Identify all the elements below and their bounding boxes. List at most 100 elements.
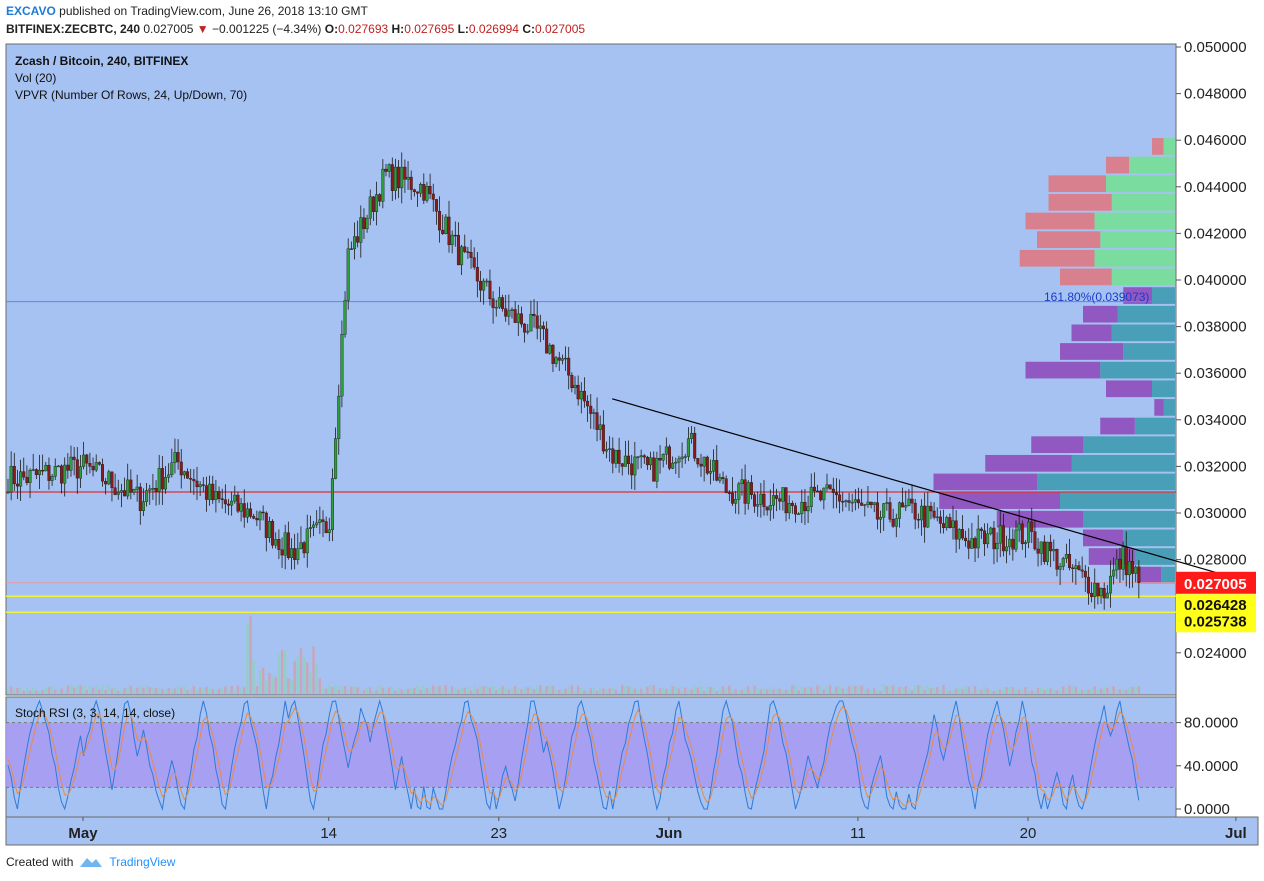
volume-bar (1109, 690, 1112, 694)
candle-body (1064, 554, 1068, 559)
candle-body (204, 485, 208, 500)
candle-body (400, 166, 404, 189)
candle-body (504, 308, 508, 317)
volume-bar (699, 685, 703, 694)
volume-bar (570, 685, 574, 694)
candle-body (330, 478, 334, 531)
volume-bar (762, 688, 766, 694)
vp-up-bar (1071, 454, 1175, 472)
candle-body (551, 344, 555, 364)
vp-down-bar (1048, 175, 1106, 193)
author-name[interactable]: EXCAVO (6, 4, 56, 18)
candle-body (586, 400, 590, 407)
volume-bar (378, 685, 381, 694)
candle-body (645, 456, 649, 466)
candle-body (926, 505, 930, 528)
volume-bar (608, 688, 611, 694)
candle-body (312, 524, 316, 528)
volume-bar (485, 686, 488, 694)
vp-up-bar (1161, 566, 1175, 584)
volume-bar (375, 690, 378, 694)
price-tick-label: 0.050000 (1184, 39, 1247, 56)
price-axis-ticks: 0.050000 0.048000 0.046000 0.044000 0.042000… (1176, 39, 1256, 818)
candle-body (894, 518, 898, 527)
candle-body (88, 463, 92, 467)
volume-bar (554, 689, 558, 694)
last-price-label: 0.027005 (1184, 576, 1247, 593)
vp-down-bar (1154, 399, 1164, 416)
candle-body (126, 479, 130, 497)
volume-bar (564, 688, 567, 694)
volume-bars (6, 615, 1141, 694)
candle-body (904, 505, 908, 508)
price-axis[interactable] (1176, 44, 1258, 817)
open-label: O: (324, 22, 339, 36)
candle-body (872, 502, 876, 506)
volume-bar (794, 685, 797, 694)
volume-bar (558, 689, 561, 694)
candle-body (822, 487, 826, 501)
candle-body (223, 499, 227, 505)
candle-body (403, 166, 407, 180)
tradingview-brand[interactable]: TradingView (109, 855, 176, 869)
volume-bar (951, 690, 955, 694)
candle-body (790, 503, 794, 506)
vp-up-bar (1111, 268, 1175, 286)
volume-bar (1002, 688, 1005, 694)
volume-bar (1017, 689, 1021, 694)
candle-body (182, 471, 186, 476)
price-pane[interactable] (5, 43, 1177, 696)
candle-body (346, 248, 350, 301)
candle-body (189, 478, 193, 480)
volume-bar (866, 688, 870, 694)
candle-body (327, 529, 331, 534)
candle-body (1039, 541, 1043, 554)
time-tick-label: Jun (656, 825, 683, 842)
volume-bar (221, 688, 224, 694)
volume-bar (312, 646, 315, 694)
volume-bar (747, 686, 750, 694)
volume-bar (1131, 687, 1134, 694)
volume-bar (104, 690, 107, 694)
candle-body (179, 461, 183, 476)
vp-up-bar (1152, 287, 1175, 304)
candle-body (305, 528, 309, 554)
volume-bar (161, 689, 164, 694)
vp-down-bar (1071, 324, 1112, 342)
volume-bar (110, 688, 114, 694)
volume-bar (583, 690, 586, 694)
volume-bar (318, 678, 322, 694)
candle-body (450, 234, 454, 246)
volume-bar (532, 689, 536, 694)
volume-bar (435, 687, 438, 694)
time-axis[interactable] (5, 816, 1259, 846)
volume-bar (88, 686, 92, 694)
volume-bar (224, 686, 227, 694)
volume-bar (387, 687, 391, 694)
volume-bar (816, 685, 819, 694)
candle-body (888, 502, 892, 520)
volume-bar (643, 690, 646, 694)
volume-bar (995, 689, 999, 694)
candle-body (1099, 588, 1103, 597)
vp-down-bar (1083, 305, 1118, 323)
volume-bar (674, 686, 677, 694)
candle-body (1068, 554, 1072, 568)
candle-body (860, 502, 864, 506)
legend-vpvr: VPVR (Number Of Rows, 24, Up/Down, 70) (15, 88, 247, 102)
vp-down-bar (1100, 417, 1135, 435)
candle-body (85, 454, 89, 464)
volume-bar (973, 686, 977, 694)
candle-body (485, 280, 489, 283)
trendline[interactable] (612, 398, 1245, 582)
candle-body (1118, 558, 1122, 570)
candle-body (1077, 565, 1081, 571)
vp-down-bar (1106, 380, 1152, 398)
volume-bar (1014, 689, 1018, 694)
candle-body (614, 449, 618, 464)
candle-body (28, 470, 32, 483)
descending-trendline (612, 398, 1245, 582)
candle-body (784, 487, 788, 514)
volume-bar (198, 687, 202, 694)
